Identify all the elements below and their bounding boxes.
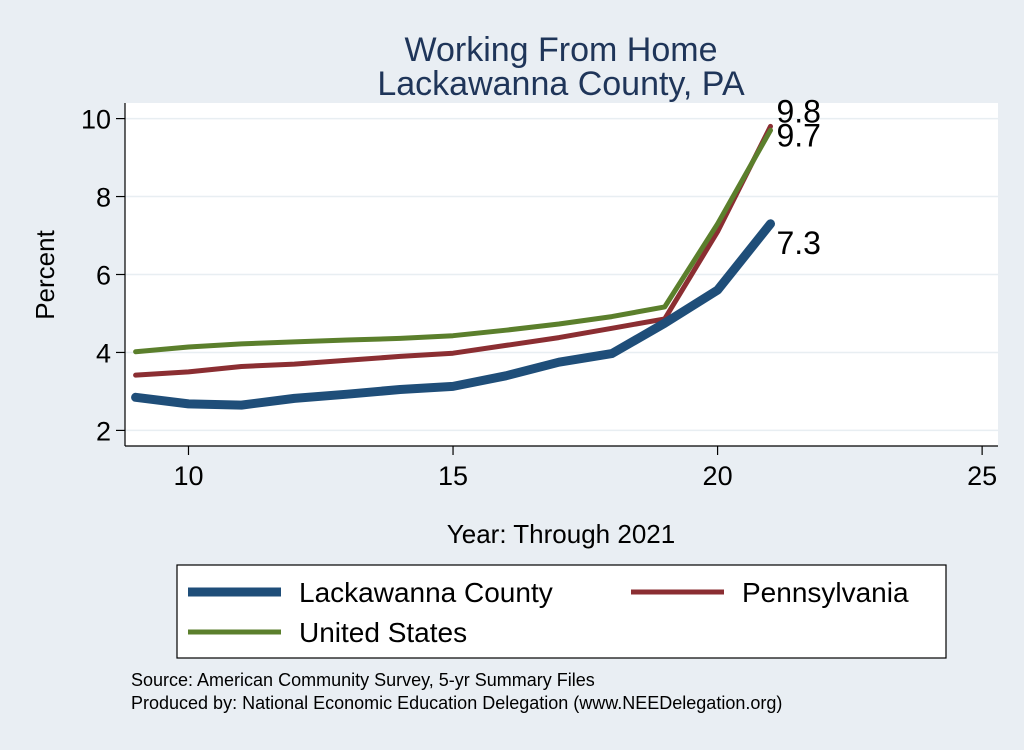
source-note: Source: American Community Survey, 5-yr … (131, 670, 595, 690)
y-tick-label-2: 2 (96, 416, 111, 446)
series-lines (131, 123, 775, 410)
y-tick-label-10: 10 (81, 105, 111, 135)
end-label-pennsylvania: 9.8 (776, 93, 820, 129)
y-axis-ticks: 2 4 6 8 10 (81, 105, 125, 446)
legend-box (176, 564, 947, 659)
chart-title-line-1: Working From Home (405, 31, 718, 69)
x-tick-label-25: 25 (967, 461, 997, 491)
series-line-lackawanna-county (131, 219, 775, 410)
end-value-labels: 7.3 9.89.7 (776, 93, 820, 260)
gridlines (125, 117, 998, 432)
x-tick-label-20: 20 (703, 461, 733, 491)
y-axis-title: Percent (30, 229, 60, 319)
end-label-lackawanna-county: 7.3 (776, 225, 820, 261)
end-label-united-states: 9.7 (776, 117, 820, 153)
chart-title-line-2: Lackawanna County, PA (377, 65, 745, 103)
legend-label-pennsylvania: Pennsylvania (742, 577, 909, 608)
x-tick-label-15: 15 (438, 461, 468, 491)
producer-note: Produced by: National Economic Education… (131, 693, 782, 713)
x-axis-ticks: 10 15 20 25 (173, 446, 997, 491)
legend-label-lackawanna: Lackawanna County (299, 577, 553, 608)
legend-label-united-states: United States (299, 617, 467, 648)
y-tick-label-8: 8 (96, 183, 111, 213)
legend: Lackawanna County Pennsylvania United St… (176, 564, 947, 659)
x-axis-title: Year: Through 2021 (447, 519, 675, 549)
x-tick-label-10: 10 (173, 461, 203, 491)
y-tick-label-4: 4 (96, 338, 111, 368)
series-line-united-states (133, 127, 773, 355)
y-tick-label-6: 6 (96, 261, 111, 291)
